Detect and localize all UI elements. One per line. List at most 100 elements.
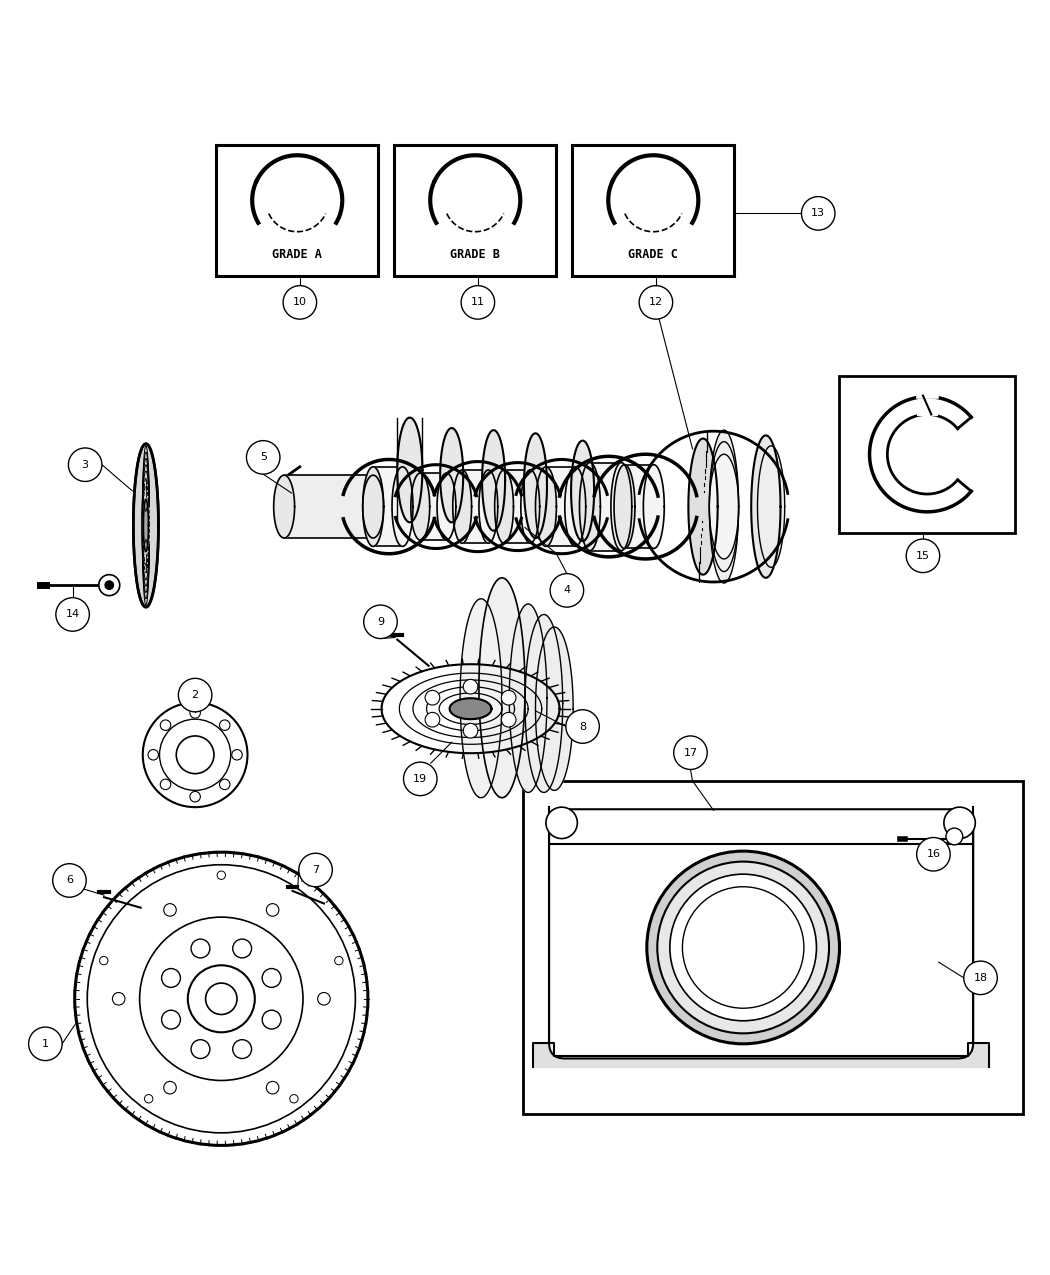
Text: 15: 15	[916, 551, 930, 561]
Circle shape	[964, 961, 998, 994]
Polygon shape	[362, 467, 383, 547]
Circle shape	[946, 827, 963, 845]
Polygon shape	[524, 434, 547, 538]
Circle shape	[657, 862, 830, 1033]
Circle shape	[56, 598, 89, 631]
Circle shape	[190, 792, 201, 802]
Circle shape	[52, 863, 86, 898]
Polygon shape	[536, 627, 573, 790]
Circle shape	[191, 1039, 210, 1058]
Circle shape	[639, 286, 673, 319]
Polygon shape	[440, 428, 463, 523]
Polygon shape	[362, 476, 383, 538]
Text: GRADE A: GRADE A	[272, 247, 322, 260]
Bar	[546, 467, 575, 547]
Circle shape	[233, 940, 252, 958]
Circle shape	[299, 853, 332, 886]
Polygon shape	[509, 604, 547, 793]
Polygon shape	[479, 470, 498, 543]
Circle shape	[546, 807, 578, 839]
Bar	[285, 476, 373, 538]
Text: 2: 2	[191, 690, 198, 700]
Circle shape	[670, 875, 817, 1021]
Circle shape	[161, 720, 171, 731]
Text: 3: 3	[82, 460, 88, 469]
Polygon shape	[453, 470, 471, 543]
Circle shape	[403, 762, 437, 796]
Polygon shape	[392, 467, 413, 547]
Polygon shape	[533, 1043, 989, 1067]
Circle shape	[262, 1010, 281, 1029]
Polygon shape	[611, 463, 632, 551]
Circle shape	[191, 940, 210, 958]
Circle shape	[566, 710, 600, 743]
Circle shape	[425, 713, 440, 727]
Text: 14: 14	[65, 609, 80, 620]
Polygon shape	[144, 500, 148, 552]
Text: 18: 18	[973, 973, 988, 983]
Text: 11: 11	[470, 297, 485, 307]
Circle shape	[463, 723, 478, 738]
Circle shape	[247, 441, 280, 474]
Text: 4: 4	[564, 585, 570, 595]
Text: 1: 1	[42, 1039, 49, 1049]
Circle shape	[161, 779, 171, 789]
Circle shape	[801, 196, 835, 230]
Text: GRADE B: GRADE B	[450, 247, 500, 260]
Circle shape	[363, 606, 397, 639]
Polygon shape	[449, 699, 491, 719]
Bar	[523, 782, 1024, 1114]
Polygon shape	[495, 470, 513, 543]
Bar	[504, 470, 530, 543]
Bar	[625, 464, 654, 548]
Polygon shape	[571, 441, 594, 541]
Polygon shape	[644, 464, 665, 548]
Circle shape	[425, 690, 440, 705]
Polygon shape	[757, 446, 784, 567]
Circle shape	[682, 886, 804, 1009]
Polygon shape	[479, 578, 525, 798]
Circle shape	[284, 286, 317, 319]
Circle shape	[335, 956, 343, 965]
Polygon shape	[710, 430, 738, 583]
Bar	[839, 376, 1015, 533]
Polygon shape	[580, 463, 601, 551]
Circle shape	[99, 575, 120, 595]
Circle shape	[217, 871, 226, 880]
Bar	[394, 145, 556, 277]
Circle shape	[267, 904, 279, 917]
Circle shape	[162, 969, 181, 987]
Circle shape	[176, 736, 214, 774]
Circle shape	[112, 992, 125, 1005]
Circle shape	[674, 736, 708, 769]
Circle shape	[75, 852, 368, 1145]
Text: 19: 19	[414, 774, 427, 784]
Circle shape	[267, 1081, 279, 1094]
Circle shape	[190, 708, 201, 718]
Circle shape	[100, 956, 108, 965]
Circle shape	[262, 969, 281, 987]
Polygon shape	[460, 599, 502, 798]
Polygon shape	[536, 467, 556, 547]
Circle shape	[28, 1028, 62, 1061]
Polygon shape	[689, 439, 718, 575]
Circle shape	[550, 574, 584, 607]
Circle shape	[68, 448, 102, 482]
Circle shape	[944, 807, 975, 839]
Text: GRADE C: GRADE C	[628, 247, 678, 260]
Circle shape	[162, 1010, 181, 1029]
Circle shape	[318, 992, 330, 1005]
Bar	[590, 463, 622, 551]
Text: 16: 16	[926, 849, 941, 859]
Circle shape	[290, 1094, 298, 1103]
Circle shape	[164, 1081, 176, 1094]
Circle shape	[145, 1094, 153, 1103]
Polygon shape	[525, 615, 563, 793]
Circle shape	[206, 983, 237, 1015]
Circle shape	[906, 539, 940, 572]
Polygon shape	[565, 467, 586, 547]
Circle shape	[178, 678, 212, 711]
Circle shape	[164, 904, 176, 917]
Text: 12: 12	[649, 297, 663, 307]
Circle shape	[233, 1039, 252, 1058]
